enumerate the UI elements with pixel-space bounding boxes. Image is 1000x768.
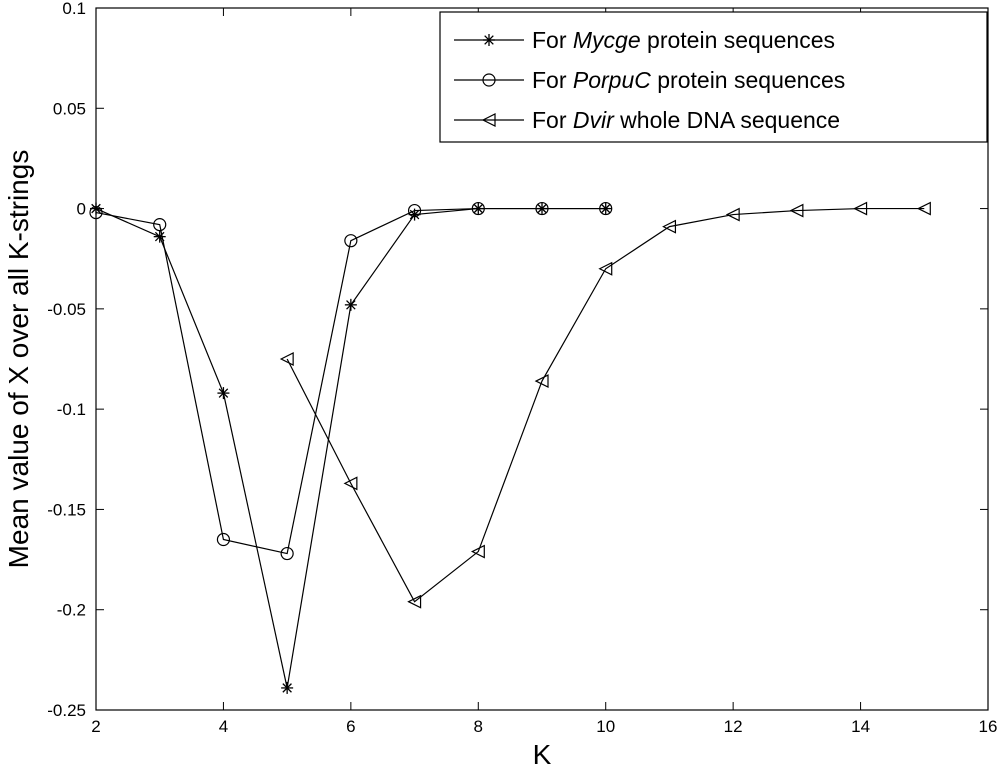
legend-label-part: For [532, 107, 573, 133]
data-point-circle [89, 205, 103, 220]
legend-entry: For Mycge protein sequences [454, 27, 835, 53]
series-line [95, 207, 606, 555]
data-point-triangle-left [343, 476, 358, 491]
y-tick-label: -0.25 [47, 701, 86, 720]
data-point-circle [599, 201, 613, 216]
data-point-asterisk [153, 230, 166, 243]
data-point-circle [535, 201, 549, 216]
series-line [286, 207, 925, 603]
data-point-triangle-left [470, 544, 485, 559]
x-tick-label: 14 [851, 717, 870, 736]
y-tick-label: 0.1 [62, 0, 86, 18]
data-point-asterisk [281, 681, 294, 694]
legend-label-part: For [532, 67, 573, 93]
legend-label: For PorpuC protein sequences [532, 67, 845, 93]
legend-label-part: Dvir [573, 107, 615, 133]
data-point-triangle-left [407, 594, 422, 609]
legend-entry: For Dvir whole DNA sequence [454, 107, 840, 133]
legend-entry: For PorpuC protein sequences [454, 67, 845, 93]
data-point-asterisk [217, 387, 230, 400]
legend-marker-asterisk [483, 34, 495, 46]
data-point-circle [344, 234, 358, 248]
x-tick-label: 10 [596, 717, 615, 736]
data-point-circle [471, 201, 485, 216]
legend-label-part: Mycge [573, 27, 641, 53]
data-point-circle [280, 546, 294, 561]
y-tick-label: -0.05 [47, 300, 86, 319]
y-tick-label: 0 [77, 200, 86, 219]
x-tick-label: 6 [346, 717, 355, 736]
legend-marker-triangle-left [481, 113, 496, 127]
legend-label-part: protein sequences [651, 67, 845, 93]
series-layer [89, 201, 931, 694]
data-point-triangle-left [853, 201, 868, 216]
legend-label: For Mycge protein sequences [532, 27, 835, 53]
series-triangle-left [279, 201, 931, 609]
y-tick-label: -0.2 [57, 601, 86, 620]
legend-box [439, 11, 988, 143]
x-tick-label: 12 [724, 717, 743, 736]
data-point-triangle-left [725, 207, 740, 222]
data-point-triangle-left [789, 203, 804, 218]
data-point-circle [407, 203, 422, 218]
x-tick-label: 16 [979, 717, 998, 736]
data-point-asterisk [344, 298, 357, 311]
data-point-triangle-left [662, 219, 677, 234]
x-tick-label: 8 [474, 717, 483, 736]
data-point-triangle-left [279, 352, 294, 366]
x-tick-label: 4 [219, 717, 228, 736]
legend-label: For Dvir whole DNA sequence [532, 107, 840, 133]
data-point-circle [216, 532, 231, 547]
legend-label-part: For [532, 27, 573, 53]
legend-label-part: whole DNA sequence [614, 107, 840, 133]
y-axis-label: Mean value of X over all K-strings [3, 150, 34, 569]
x-tick-label: 2 [91, 717, 100, 736]
legend-label-part: PorpuC [573, 67, 651, 93]
legend-marker-circle [482, 73, 496, 87]
data-point-triangle-left [534, 374, 549, 389]
data-point-circle [153, 218, 167, 232]
series-circle [89, 201, 613, 561]
x-axis-label: K [533, 739, 552, 768]
data-point-triangle-left [916, 201, 931, 216]
data-point-triangle-left [598, 261, 613, 276]
y-tick-label: -0.15 [47, 500, 86, 519]
y-tick-label: -0.1 [57, 400, 86, 419]
y-tick-label: 0.05 [53, 99, 86, 118]
legend-label-part: protein sequences [641, 27, 835, 53]
